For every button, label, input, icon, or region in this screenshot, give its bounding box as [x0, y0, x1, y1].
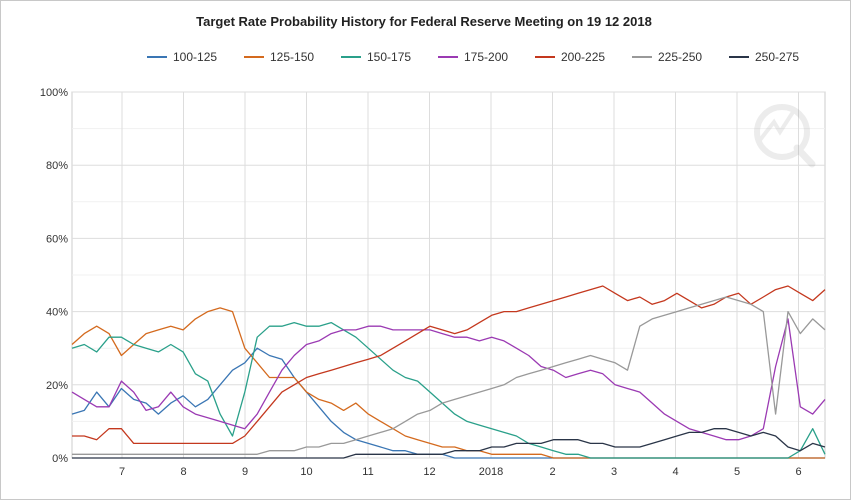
legend-item[interactable]: 125-150	[244, 50, 314, 64]
series-lines	[71, 285, 826, 459]
y-axis: 0% 20% 40% 60% 80% 100%	[40, 87, 68, 465]
x-tick-label: 2018	[479, 466, 503, 478]
legend: 100-125 125-150 150-175 175-200 200-225 225-2…	[147, 50, 799, 64]
x-tick-label: 3	[611, 466, 617, 478]
legend-label: 150-175	[367, 50, 411, 64]
legend-item[interactable]: 150-175	[341, 50, 411, 64]
legend-item[interactable]: 175-200	[438, 50, 508, 64]
legend-label: 175-200	[464, 50, 508, 64]
series-line-250-275	[72, 428, 826, 459]
y-tick-label: 60%	[46, 233, 68, 245]
x-tick-label: 6	[795, 466, 801, 478]
legend-label: 225-250	[658, 50, 702, 64]
x-tick-label: 10	[300, 466, 312, 478]
legend-item[interactable]: 250-275	[729, 50, 799, 64]
series-line-150-175	[71, 321, 826, 459]
legend-item[interactable]: 100-125	[147, 50, 217, 64]
y-tick-label: 0%	[52, 453, 68, 465]
chart-title: Target Rate Probability History for Fede…	[196, 14, 652, 29]
logo-watermark-icon	[754, 104, 816, 168]
x-tick-label: 5	[734, 466, 740, 478]
x-tick-label: 7	[119, 466, 125, 478]
legend-label: 200-225	[561, 50, 605, 64]
x-axis: 7 8 9 10 11 12 2018 2 3 4 5 6	[119, 466, 802, 478]
legend-item[interactable]: 200-225	[535, 50, 605, 64]
series-line-200-225	[72, 285, 826, 445]
x-tick-label: 12	[423, 466, 435, 478]
legend-label: 125-150	[270, 50, 314, 64]
x-tick-label: 9	[242, 466, 248, 478]
legend-item[interactable]: 225-250	[632, 50, 702, 64]
legend-label: 100-125	[173, 50, 217, 64]
series-line-225-250	[72, 296, 826, 455]
y-tick-label: 100%	[40, 87, 68, 99]
y-tick-label: 80%	[46, 160, 68, 172]
x-tick-label: 4	[672, 466, 678, 478]
x-tick-label: 2	[549, 466, 555, 478]
legend-label: 250-275	[755, 50, 799, 64]
x-tick-label: 8	[180, 466, 186, 478]
y-tick-label: 40%	[46, 307, 68, 319]
y-tick-label: 20%	[46, 380, 68, 392]
x-tick-label: 11	[362, 466, 373, 478]
